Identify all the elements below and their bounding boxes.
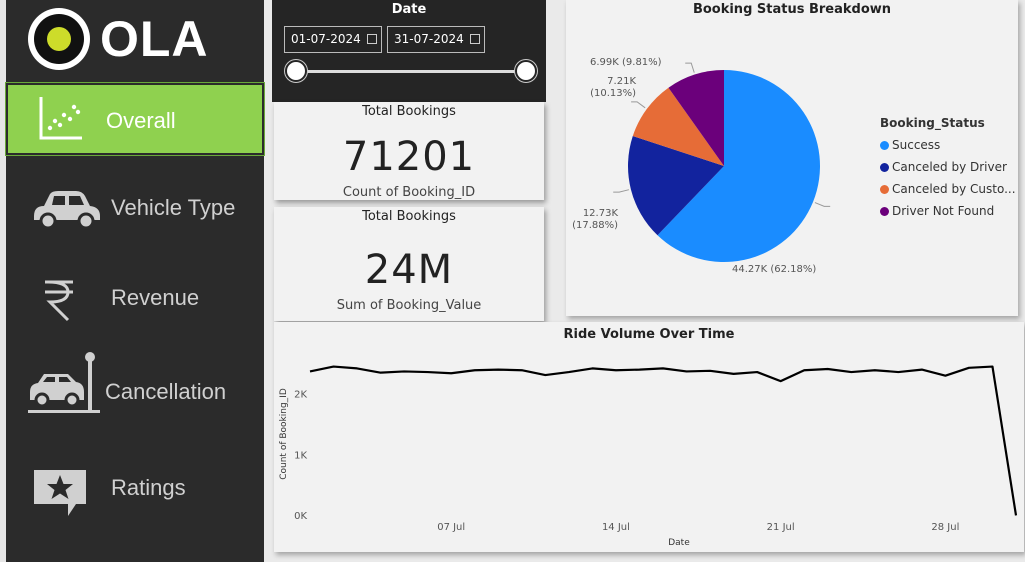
x-axis-label: Date [668, 538, 690, 548]
rupee-icon [45, 280, 73, 322]
chart-legend: Booking_Status Success Canceled by Drive… [880, 116, 1016, 222]
legend-label: Canceled by Custo... [892, 182, 1016, 196]
sidebar-item-label: Vehicle Type [111, 195, 236, 220]
y-tick-label: 2K [294, 390, 307, 401]
kpi-card-total-bookings-value: Total Bookings 24M Sum of Booking_Value [274, 207, 544, 321]
x-tick-label: 14 Jul [602, 522, 630, 533]
legend-marker [880, 185, 889, 194]
scatter-chart-icon [39, 97, 82, 140]
sidebar-item-label: Revenue [111, 285, 200, 310]
legend-label: Canceled by Driver [892, 160, 1007, 174]
calendar-icon[interactable] [367, 34, 377, 44]
logo-emblem [28, 8, 90, 70]
data-label-value: 12.73K [582, 208, 618, 219]
calendar-icon[interactable] [470, 34, 480, 44]
card-value: 24M [364, 247, 454, 293]
data-label-value: 7.21K [607, 76, 636, 87]
end-date-input[interactable]: 31-07-2024 [387, 26, 485, 53]
x-tick-label: 28 Jul [931, 522, 959, 533]
chart-title: Booking Status Breakdown [692, 2, 892, 17]
star-review-icon [34, 470, 86, 516]
legend-marker [880, 141, 889, 150]
y-axis-label: Count of Booking_ID [279, 388, 289, 480]
ola-logo: OLA [28, 6, 228, 72]
sidebar-item-label: Overall [106, 108, 176, 133]
date-slicer: Date 01-07-2024 31-07-2024 [272, 0, 546, 102]
legend-label: Success [892, 138, 941, 152]
date-range-start-handle[interactable] [285, 60, 307, 82]
card-subtitle: Count of Booking_ID [342, 185, 476, 200]
data-label-percent: (17.88%) [572, 220, 618, 231]
leader-line [685, 62, 695, 73]
y-tick-label: 0K [294, 511, 307, 522]
kpi-card-total-bookings-count: Total Bookings 71201 Count of Booking_ID [274, 102, 544, 200]
x-tick-label: 21 Jul [767, 522, 795, 533]
data-label-percent: (10.13%) [590, 88, 636, 99]
card-title: Total Bookings [362, 209, 456, 224]
leader-line [814, 202, 831, 207]
data-label: 44.27K (62.18%) [732, 264, 817, 275]
legend-label: Driver Not Found [892, 204, 995, 218]
data-label: 12.73K (17.88%) [568, 208, 618, 232]
pie-slice-success[interactable] [657, 70, 820, 262]
legend-item-success[interactable]: Success [880, 134, 1016, 156]
card-title: Total Bookings [362, 104, 456, 119]
car-icon [34, 191, 100, 230]
data-label: 6.99K (9.81%) [590, 57, 662, 68]
pie-slice-canceled-by-driver[interactable] [628, 136, 724, 236]
booking-status-chart: Booking Status Breakdown Booking_Status … [566, 0, 1018, 316]
x-tick-label: 07 Jul [437, 522, 465, 533]
start-date-input[interactable]: 01-07-2024 [284, 26, 382, 53]
sidebar-item-revenue[interactable]: Revenue [6, 262, 264, 334]
data-label: 7.21K (10.13%) [572, 76, 636, 100]
sidebar-item-cancellation[interactable]: Cancellation [6, 352, 264, 428]
date-range-end-handle[interactable] [515, 60, 537, 82]
sidebar-item-vehicle-type[interactable]: Vehicle Type [6, 172, 264, 244]
pie-chart [613, 62, 831, 262]
legend-item-driver-not-found[interactable]: Driver Not Found [880, 200, 1016, 222]
ride-volume-chart: Ride Volume Over Time Count of Booking_I… [274, 322, 1024, 552]
y-tick-label: 1K [294, 450, 307, 461]
date-slicer-title: Date [391, 2, 427, 17]
sidebar-item-overall[interactable]: Overall [5, 82, 265, 156]
leader-line [631, 101, 646, 109]
card-subtitle: Sum of Booking_Value [336, 298, 482, 313]
card-value: 71201 [342, 134, 476, 180]
sidebar-item-ratings[interactable]: Ratings [6, 452, 264, 524]
line-chart: Count of Booking_ID Date 0K 1K 2K 07 Jul 14 Ju… [279, 365, 1018, 548]
left-border [0, 0, 6, 562]
date-range-track[interactable] [296, 70, 526, 73]
sidebar-item-label: Cancellation [105, 379, 227, 404]
car-crash-icon [28, 352, 100, 413]
sidebar: OLA Overall Vehicle Type Revenue [5, 0, 265, 562]
pie-slice-canceled-by-customer[interactable] [632, 87, 724, 166]
sidebar-item-label: Ratings [111, 475, 186, 500]
legend-item-canceled-by-driver[interactable]: Canceled by Driver [880, 156, 1016, 178]
leader-line [613, 189, 630, 193]
logo-text: OLA [100, 11, 209, 67]
ride-volume-line[interactable] [309, 365, 1018, 516]
legend-marker [880, 207, 889, 216]
chart-title: Ride Volume Over Time [563, 327, 735, 342]
end-date-value: 31-07-2024 [394, 32, 464, 46]
legend-marker [880, 163, 889, 172]
start-date-value: 01-07-2024 [291, 32, 361, 46]
legend-title: Booking_Status [880, 116, 985, 130]
legend-item-canceled-by-customer[interactable]: Canceled by Custo... [880, 178, 1016, 200]
pie-slice-driver-not-found[interactable] [668, 70, 724, 166]
